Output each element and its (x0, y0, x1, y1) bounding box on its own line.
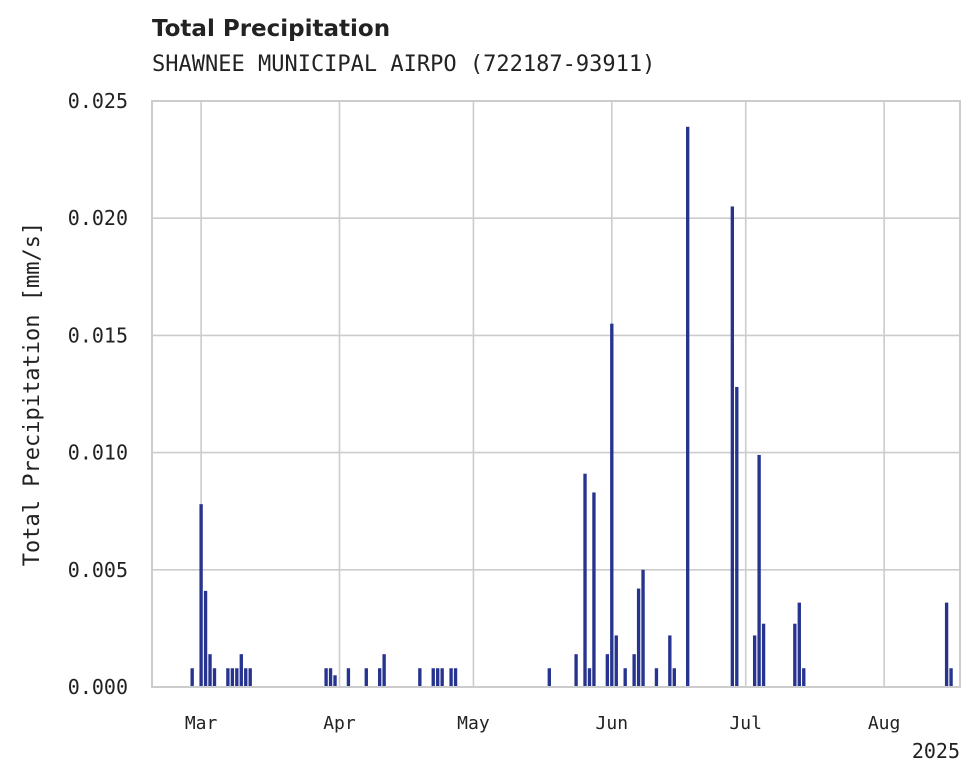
precip-bar (614, 635, 618, 687)
precip-bar (592, 492, 596, 687)
precip-bar (377, 668, 382, 687)
y-tick-label: 0.010 (68, 441, 128, 465)
y-axis: 0.000 0.005 0.010 0.015 0.020 0.025 (68, 89, 128, 699)
y-tick-label: 0.005 (68, 558, 128, 582)
y-tick-label: 0.015 (68, 323, 128, 347)
precip-bar (605, 654, 610, 687)
y-tick-label: 0.000 (68, 675, 128, 699)
precip-bar (449, 668, 453, 687)
grid (152, 100, 960, 688)
precip-bar (239, 654, 243, 687)
precip-bar (212, 668, 217, 687)
precip-bar (730, 206, 735, 688)
precip-bar (610, 323, 614, 687)
precip-bar (802, 668, 806, 687)
precip-bar (440, 668, 444, 687)
precip-bar (757, 454, 761, 687)
x-tick-label: Mar (185, 713, 218, 734)
precip-bar (199, 504, 203, 687)
precip-bar (248, 668, 252, 687)
precip-bar (190, 668, 194, 687)
precip-bar (226, 668, 230, 687)
precip-bar (244, 668, 248, 687)
precip-bar (436, 668, 440, 687)
precip-bar (944, 602, 949, 687)
precip-bar (623, 668, 627, 687)
precip-bar (203, 590, 208, 687)
chart-title: Total Precipitation (152, 16, 391, 42)
precip-bar (431, 668, 435, 687)
precip-bar (949, 668, 953, 687)
precip-bar (654, 668, 659, 687)
x-year-label: 2025 (912, 739, 960, 763)
plot-frame (151, 100, 961, 688)
bars (190, 126, 953, 688)
precip-bar (793, 623, 797, 687)
y-axis-label: Total Precipitation [mm/s] (20, 222, 45, 566)
precip-bar (668, 635, 672, 687)
x-axis: Mar Apr May Jun Jul Aug (185, 713, 901, 734)
precip-bar (235, 668, 239, 687)
precip-bar (686, 126, 690, 687)
precip-bar (574, 654, 578, 687)
precip-bar (418, 668, 422, 687)
precip-bar (382, 654, 386, 687)
precip-bar (752, 635, 757, 687)
precip-bar (583, 473, 587, 687)
precip-bar (324, 668, 328, 687)
precip-bar (797, 602, 801, 687)
x-tick-label: May (457, 713, 490, 734)
y-tick-label: 0.020 (68, 206, 128, 230)
precip-bar (328, 668, 333, 687)
precip-bar (636, 588, 641, 687)
precip-bar (735, 386, 739, 687)
precip-bar (587, 668, 592, 687)
chart-subtitle: SHAWNEE MUNICIPAL AIRPO (722187-93911) (152, 52, 656, 77)
precip-bar (364, 668, 368, 687)
precip-bar (761, 623, 766, 687)
precip-bar (346, 668, 351, 687)
x-tick-label: Jul (729, 713, 762, 734)
x-tick-label: Aug (868, 713, 901, 734)
precip-bar (453, 668, 458, 687)
y-tick-label: 0.025 (68, 89, 128, 113)
x-tick-label: Jun (596, 713, 629, 734)
precip-bar (547, 668, 551, 687)
precip-bar (230, 668, 235, 687)
precip-bar (632, 654, 636, 687)
precip-bar (672, 668, 676, 687)
precip-bar (208, 654, 212, 687)
precip-bar (641, 569, 645, 687)
precip-bar (333, 675, 337, 687)
x-tick-label: Apr (323, 713, 356, 734)
